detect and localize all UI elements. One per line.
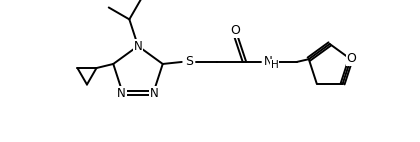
Text: H: H — [271, 60, 278, 70]
Text: N: N — [117, 86, 126, 100]
Text: N: N — [150, 86, 159, 100]
Text: N: N — [264, 56, 273, 68]
Text: O: O — [230, 24, 240, 37]
Text: N: N — [134, 39, 142, 53]
Text: O: O — [347, 52, 357, 65]
Text: S: S — [185, 56, 193, 68]
